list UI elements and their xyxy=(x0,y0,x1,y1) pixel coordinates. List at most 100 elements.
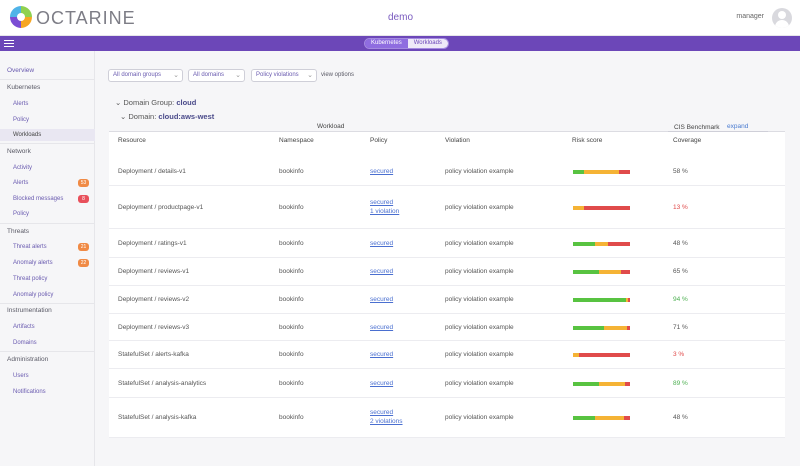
column-header-resource[interactable]: Resource xyxy=(118,137,146,144)
sidebar: Overview Kubernetes Alerts Policy Worklo… xyxy=(0,51,95,466)
tab-workloads[interactable]: Workloads xyxy=(407,39,448,48)
sidebar-item-blocked-messages[interactable]: Blocked messages 8 xyxy=(0,195,95,203)
column-header-violation[interactable]: Violation xyxy=(445,137,470,144)
coverage-cell: 48 % xyxy=(673,240,688,247)
sidebar-item-threat-policy[interactable]: Threat policy xyxy=(13,276,48,282)
risk-segment xyxy=(573,298,626,302)
octarine-logo-icon[interactable] xyxy=(10,6,32,28)
namespace-cell: bookinfo xyxy=(279,204,304,211)
violation-cell: policy violation example xyxy=(445,324,514,331)
coverage-cell: 48 % xyxy=(673,414,688,421)
sidebar-section-instrumentation: Instrumentation xyxy=(7,307,52,314)
sidebar-item-label: Anomaly alerts xyxy=(13,260,53,266)
policy-link[interactable]: secured xyxy=(370,324,394,331)
risk-segment xyxy=(626,298,629,302)
risk-segment xyxy=(625,382,630,386)
sidebar-item-users[interactable]: Users xyxy=(13,373,29,379)
resource-cell: Deployment / reviews-v3 xyxy=(118,324,190,331)
domain-groups-select[interactable]: All domain groups ⌄ xyxy=(108,69,183,82)
violations-select[interactable]: Policy violations ⌄ xyxy=(251,69,317,82)
sidebar-item-artifacts[interactable]: Artifacts xyxy=(13,324,35,330)
domain-group-label: Domain Group: xyxy=(123,98,175,107)
policy-link[interactable]: secured xyxy=(370,409,394,416)
policy-link[interactable]: secured xyxy=(370,296,394,303)
sidebar-item-network-policy[interactable]: Policy xyxy=(13,211,30,217)
sidebar-item-domains[interactable]: Domains xyxy=(13,340,37,346)
table-row[interactable]: Deployment / productpage-v1 bookinfo secur… xyxy=(109,186,785,229)
menu-icon[interactable] xyxy=(4,40,14,47)
sidebar-item-activity[interactable]: Activity xyxy=(13,165,33,171)
table-row[interactable]: StatefulSet / alerts-kafka bookinfo secure… xyxy=(109,341,785,369)
policy-link[interactable]: secured xyxy=(370,199,394,206)
context-title: demo xyxy=(388,12,414,23)
policy-link[interactable]: secured xyxy=(370,268,394,275)
risk-score-bar xyxy=(573,206,630,210)
sidebar-item-k8s-alerts[interactable]: Alerts xyxy=(13,101,29,107)
nav-bar: Kubernetes Workloads xyxy=(0,36,800,51)
table-row[interactable]: Deployment / reviews-v1 bookinfo secured po… xyxy=(109,258,785,286)
tab-kubernetes[interactable]: Kubernetes xyxy=(365,39,408,48)
expand-link[interactable]: expand xyxy=(727,123,749,130)
table-row[interactable]: Deployment / ratings-v1 bookinfo secured po… xyxy=(109,229,785,258)
risk-segment xyxy=(624,416,630,420)
violation-cell: policy violation example xyxy=(445,380,514,387)
risk-score-bar xyxy=(573,416,630,420)
policy-link[interactable]: secured xyxy=(370,168,394,175)
risk-segment xyxy=(573,382,599,386)
coverage-cell: 3 % xyxy=(673,351,685,358)
sidebar-item-network-alerts[interactable]: Alerts 53 xyxy=(0,179,95,187)
risk-segment xyxy=(584,206,630,210)
coverage-cell: 58 % xyxy=(673,168,688,175)
cis-divider xyxy=(668,131,768,132)
sidebar-item-k8s-policy[interactable]: Policy xyxy=(13,117,30,123)
sidebar-item-workloads[interactable]: Workloads xyxy=(0,129,95,141)
risk-segment xyxy=(578,353,630,357)
risk-segment xyxy=(628,298,630,302)
violation-cell: policy violation example xyxy=(445,168,514,175)
column-header-policy[interactable]: Policy xyxy=(370,137,388,144)
anomaly-alerts-badge: 22 xyxy=(78,259,89,267)
sidebar-item-overview[interactable]: Overview xyxy=(7,67,35,74)
column-header-coverage[interactable]: Coverage xyxy=(673,137,702,144)
sidebar-item-anomaly-policy[interactable]: Anomaly policy xyxy=(13,292,54,298)
sidebar-item-notifications[interactable]: Notifications xyxy=(13,389,46,395)
chevron-down-icon: ⌄ xyxy=(307,72,313,79)
risk-segment xyxy=(599,270,621,274)
view-toggle: Kubernetes Workloads xyxy=(364,38,449,49)
sidebar-item-threat-alerts[interactable]: Threat alerts 21 xyxy=(0,243,95,251)
policy-link[interactable]: secured xyxy=(370,380,394,387)
column-header-risk-score[interactable]: Risk score xyxy=(572,137,603,144)
risk-segment xyxy=(573,170,585,174)
column-header-namespace[interactable]: Namespace xyxy=(279,137,314,144)
sidebar-item-anomaly-alerts[interactable]: Anomaly alerts 22 xyxy=(0,259,95,267)
brand-name[interactable]: OCTARINE xyxy=(36,8,136,28)
table-row[interactable]: StatefulSet / analysis-kafka bookinfo secu… xyxy=(109,398,785,438)
avatar[interactable] xyxy=(772,8,792,28)
risk-segment xyxy=(627,326,630,330)
table-row[interactable]: Deployment / reviews-v3 bookinfo secured po… xyxy=(109,314,785,341)
table-row[interactable]: StatefulSet / analysis-analytics bookinfo… xyxy=(109,369,785,398)
risk-segment xyxy=(608,242,630,246)
risk-segment xyxy=(598,382,626,386)
domain-group-heading[interactable]: ⌄ Domain Group: cloud xyxy=(115,98,196,107)
resource-cell: Deployment / reviews-v1 xyxy=(118,268,190,275)
policy-link[interactable]: secured xyxy=(370,240,394,247)
namespace-cell: bookinfo xyxy=(279,324,304,331)
view-options-link[interactable]: view options xyxy=(321,72,355,78)
table-row[interactable]: Deployment / reviews-v2 bookinfo secured po… xyxy=(109,286,785,314)
chevron-down-icon: ⌄ xyxy=(120,112,129,121)
user-name[interactable]: manager xyxy=(736,13,764,20)
policy-link[interactable]: secured xyxy=(370,351,394,358)
resource-cell: Deployment / details-v1 xyxy=(118,168,186,175)
violations-link[interactable]: 1 violation xyxy=(370,208,400,215)
domain-heading[interactable]: ⌄ Domain: cloud:aws-west xyxy=(120,112,214,121)
risk-segment xyxy=(604,326,628,330)
violation-cell: policy violation example xyxy=(445,268,514,275)
sidebar-item-label: Blocked messages xyxy=(13,196,64,202)
risk-score-bar xyxy=(573,326,630,330)
violations-link[interactable]: 2 violations xyxy=(370,418,403,425)
risk-segment xyxy=(573,206,585,210)
table-row[interactable]: Deployment / details-v1 bookinfo secured po… xyxy=(109,157,785,186)
risk-segment xyxy=(573,326,605,330)
domains-select[interactable]: All domains ⌄ xyxy=(188,69,245,82)
